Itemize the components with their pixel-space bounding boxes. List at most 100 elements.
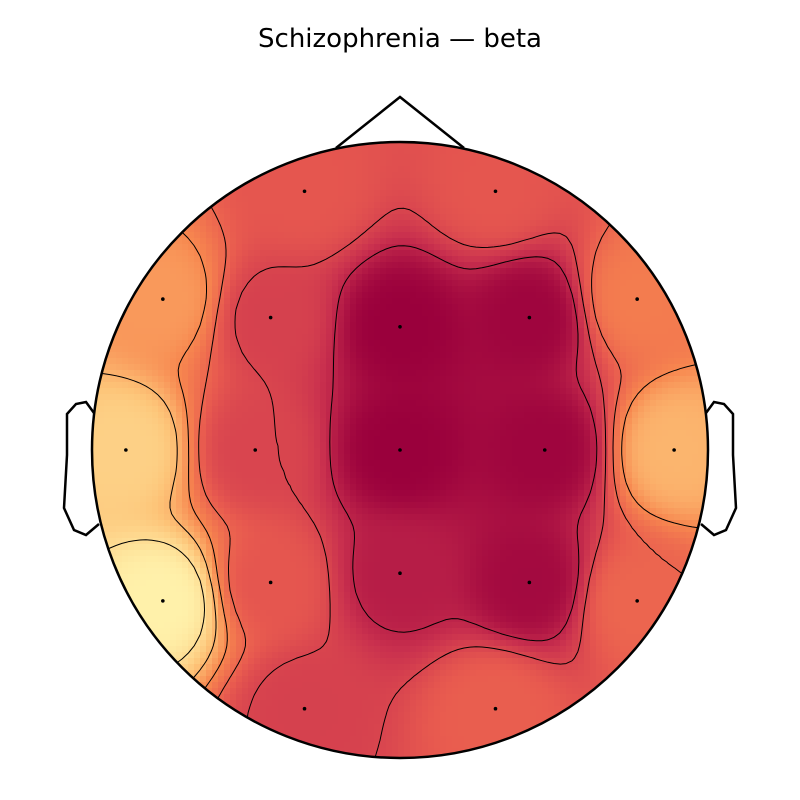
heatmap-cell <box>452 424 459 431</box>
heatmap-cell <box>662 376 669 383</box>
heatmap-cell <box>374 262 381 269</box>
heatmap-cell <box>578 232 585 239</box>
heatmap-cell <box>602 298 609 305</box>
heatmap-cell <box>320 154 327 161</box>
heatmap-cell <box>542 298 549 305</box>
heatmap-cell <box>638 328 645 335</box>
heatmap-cell <box>116 436 123 443</box>
heatmap-cell <box>566 460 573 467</box>
heatmap-cell <box>482 298 489 305</box>
heatmap-cell <box>200 442 207 449</box>
heatmap-cell <box>446 178 453 185</box>
heatmap-cell <box>410 382 417 389</box>
heatmap-cell <box>614 346 621 353</box>
heatmap-cell <box>392 226 399 233</box>
heatmap-cell <box>146 394 153 401</box>
heatmap-cell <box>212 346 219 353</box>
heatmap-cell <box>590 364 597 371</box>
heatmap-cell <box>296 274 303 281</box>
heatmap-cell <box>170 448 177 455</box>
heatmap-cell <box>92 460 99 467</box>
heatmap-cell <box>152 376 159 383</box>
heatmap-cell <box>296 394 303 401</box>
heatmap-cell <box>224 244 231 251</box>
heatmap-cell <box>680 370 687 377</box>
heatmap-cell <box>416 358 423 365</box>
heatmap-cell <box>302 274 309 281</box>
heatmap-cell <box>404 184 411 191</box>
heatmap-cell <box>266 460 273 467</box>
heatmap-cell <box>272 310 279 317</box>
heatmap-cell <box>158 436 165 443</box>
heatmap-cell <box>404 268 411 275</box>
heatmap-cell <box>458 274 465 281</box>
heatmap-cell <box>344 334 351 341</box>
heatmap-cell <box>398 412 405 419</box>
heatmap-cell <box>428 298 435 305</box>
heatmap-cell <box>182 328 189 335</box>
heatmap-cell <box>356 478 363 485</box>
heatmap-cell <box>320 190 327 197</box>
heatmap-cell <box>218 244 225 251</box>
heatmap-cell <box>320 274 327 281</box>
heatmap-cell <box>674 436 681 443</box>
heatmap-cell <box>452 172 459 179</box>
heatmap-cell <box>656 466 663 473</box>
heatmap-cell <box>620 346 627 353</box>
heatmap-cell <box>416 178 423 185</box>
heatmap-cell <box>254 436 261 443</box>
heatmap-cell <box>158 364 165 371</box>
heatmap-cell <box>296 382 303 389</box>
heatmap-cell <box>290 334 297 341</box>
heatmap-cell <box>650 442 657 449</box>
heatmap-cell <box>464 418 471 425</box>
heatmap-cell <box>560 256 567 263</box>
heatmap-cell <box>302 292 309 299</box>
heatmap-cell <box>374 364 381 371</box>
heatmap-cell <box>332 226 339 233</box>
heatmap-cell <box>182 256 189 263</box>
heatmap-cell <box>170 358 177 365</box>
heatmap-cell <box>284 310 291 317</box>
heatmap-cell <box>560 400 567 407</box>
heatmap-cell <box>104 478 111 485</box>
heatmap-cell <box>698 472 705 479</box>
heatmap-cell <box>278 340 285 347</box>
heatmap-cell <box>554 322 561 329</box>
heatmap-cell <box>344 268 351 275</box>
heatmap-cell <box>326 454 333 461</box>
heatmap-cell <box>434 358 441 365</box>
heatmap-cell <box>110 460 117 467</box>
heatmap-cell <box>362 484 369 491</box>
heatmap-cell <box>248 478 255 485</box>
heatmap-cell <box>626 448 633 455</box>
heatmap-cell <box>674 484 681 491</box>
heatmap-cell <box>224 394 231 401</box>
heatmap-cell <box>362 322 369 329</box>
heatmap-cell <box>650 376 657 383</box>
heatmap-cell <box>254 358 261 365</box>
heatmap-cell <box>422 220 429 227</box>
heatmap-cell <box>374 376 381 383</box>
heatmap-cell <box>182 424 189 431</box>
heatmap-cell <box>362 160 369 167</box>
heatmap-cell <box>386 226 393 233</box>
heatmap-cell <box>194 376 201 383</box>
heatmap-cell <box>572 208 579 215</box>
heatmap-cell <box>662 412 669 419</box>
heatmap-cell <box>302 238 309 245</box>
heatmap-cell <box>458 478 465 485</box>
heatmap-cell <box>464 208 471 215</box>
heatmap-cell <box>464 148 471 155</box>
heatmap-cell <box>212 466 219 473</box>
heatmap-cell <box>326 376 333 383</box>
heatmap-cell <box>458 286 465 293</box>
heatmap-cell <box>452 244 459 251</box>
heatmap-cell <box>326 370 333 377</box>
heatmap-cell <box>296 376 303 383</box>
heatmap-cell <box>644 412 651 419</box>
heatmap-cell <box>236 274 243 281</box>
heatmap-cell <box>398 430 405 437</box>
heatmap-cell <box>362 214 369 221</box>
heatmap-cell <box>338 190 345 197</box>
